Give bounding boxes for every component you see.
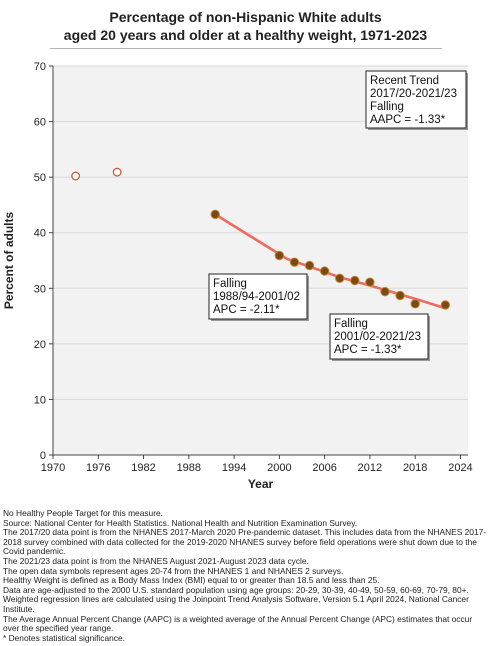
data-point: [365, 277, 375, 287]
x-tick-label: 1970: [41, 462, 65, 474]
footnote-line: Data are age-adjusted to the 2000 U.S. s…: [3, 584, 469, 595]
footnote-line: The open data symbols represent ages 20-…: [3, 565, 344, 576]
x-tick-label: 1988: [177, 462, 201, 474]
x-tick-label: 1982: [131, 462, 155, 474]
data-point: [210, 209, 220, 220]
x-axis-label: Year: [248, 477, 274, 491]
data-point: [335, 273, 345, 283]
line-chart: 0 10 20 30 40 50 60 70 1970 1976 1982 1988 1994 2000 2…: [2, 61, 473, 491]
open-data-point: [112, 167, 122, 177]
annotation-text: Recent Trend: [370, 75, 439, 87]
x-tick-label: 2012: [358, 462, 382, 474]
open-data-point: [71, 171, 81, 181]
data-point: [274, 250, 285, 261]
footnote-line: The 2021/23 data point is from the NHANE…: [3, 555, 309, 566]
chart-title: Percentage of non-Hispanic White adults …: [0, 8, 491, 44]
y-tick-label: 30: [34, 283, 46, 295]
annotation-text: 2001/02-2021/23: [334, 331, 421, 343]
y-tick-label: 0: [40, 450, 46, 462]
footnote-line: No Healthy People Target for this measur…: [3, 508, 163, 518]
chart-title-line-2: aged 20 years and older at a healthy wei…: [63, 27, 428, 43]
annotation-text: Falling: [213, 278, 247, 290]
x-tick-label: 1994: [222, 462, 246, 474]
data-point: [319, 266, 330, 276]
y-tick-label: 70: [34, 61, 46, 73]
x-tick-label: 2024: [448, 462, 472, 474]
footnote-line: The 2017/20 data point is from the NHANE…: [3, 527, 487, 557]
footnote-line: Healthy Weight is defined as a Body Mass…: [3, 575, 380, 586]
x-tick-label: 2006: [312, 462, 336, 474]
y-tick-label: 10: [34, 394, 46, 406]
tick-labels: 0 10 20 30 40 50 60 70 1970 1976 1982 1988 1994 2000 2…: [34, 61, 473, 474]
annotation-text: 1988/94-2001/02: [213, 291, 300, 303]
y-tick-label: 40: [34, 228, 46, 240]
title-divider: [50, 48, 442, 49]
footnote-line: * Denotes statistical significance.: [3, 632, 125, 643]
data-point: [440, 300, 451, 310]
axes: [52, 66, 468, 456]
data-point: [410, 299, 420, 309]
y-tick-label: 60: [34, 117, 46, 129]
annotation-text: AAPC = -1.33*: [370, 114, 446, 126]
data-point: [380, 286, 390, 297]
annotation-text: Falling: [370, 101, 404, 113]
annotation-text: 2017/20-2021/23: [370, 88, 457, 100]
footnotes: No Healthy People Target for this measur…: [3, 508, 489, 643]
footnote-line: The Average Annual Percent Change (AAPC)…: [3, 613, 473, 634]
x-tick-label: 2000: [267, 462, 291, 474]
y-tick-label: 20: [34, 339, 46, 351]
footnote-line: Source: National Center for Health Stati…: [3, 517, 358, 528]
data-point: [395, 290, 405, 301]
x-tick-label: 2018: [403, 462, 427, 474]
annotation-box: [329, 313, 429, 360]
data-point: [350, 275, 360, 286]
footnote-line: Weighted regression lines are calculated…: [3, 594, 469, 614]
data-point: [289, 257, 300, 267]
x-tick-label: 1976: [86, 462, 110, 474]
annotation-text: APC = -1.33*: [334, 344, 402, 356]
annotation-box: [208, 273, 308, 320]
chart-title-line-1: Percentage of non-Hispanic White adults: [109, 9, 382, 25]
data-points: [71, 167, 451, 310]
y-tick-label: 50: [34, 172, 46, 184]
annotation-text: APC = -2.11*: [213, 304, 280, 316]
annotation-box: [365, 70, 467, 129]
data-point: [304, 260, 315, 271]
plot-area: [53, 66, 468, 455]
y-axis-label: Percent of adults: [2, 212, 16, 310]
annotation-text: Falling: [334, 318, 368, 330]
